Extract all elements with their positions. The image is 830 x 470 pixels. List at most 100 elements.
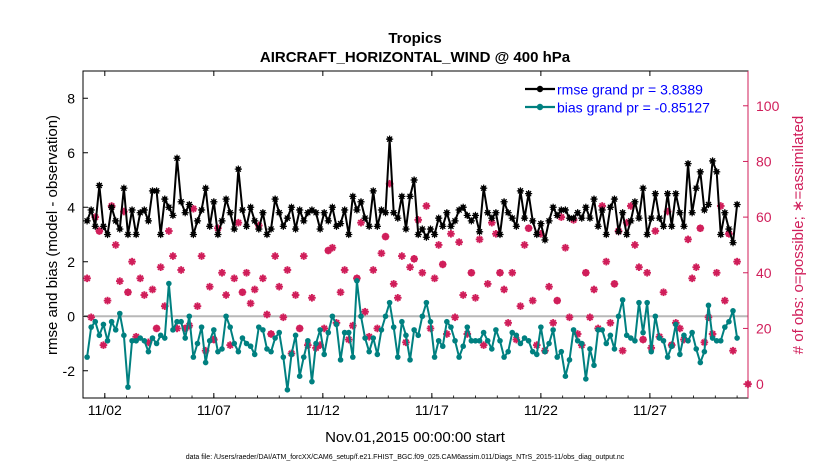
obs-assimilated-point-stroke bbox=[468, 269, 475, 277]
obs-assimilated-point-stroke bbox=[116, 277, 124, 285]
obs-assimilated-point-stroke bbox=[451, 313, 459, 321]
obs-assimilated-point-stroke bbox=[259, 274, 267, 282]
rmse-point bbox=[345, 230, 353, 239]
rmse-point-stroke bbox=[321, 209, 328, 216]
obs-assimilated-point-stroke bbox=[476, 236, 483, 243]
bias-point bbox=[100, 321, 107, 328]
bias-point bbox=[533, 351, 540, 358]
rmse-point bbox=[214, 230, 222, 239]
bias-point bbox=[211, 327, 217, 333]
obs-assimilated-point bbox=[156, 263, 165, 271]
rmse-point-stroke bbox=[472, 212, 479, 219]
rmse-point bbox=[414, 230, 422, 239]
obs-assimilated-point-stroke bbox=[87, 313, 95, 321]
obs-assimilated-point-stroke bbox=[635, 263, 643, 271]
rmse-point bbox=[381, 209, 390, 217]
obs-assimilated-point-stroke bbox=[128, 258, 136, 265]
bias-point bbox=[403, 332, 409, 339]
bias-point bbox=[292, 332, 299, 339]
rmse-point-stroke bbox=[292, 226, 299, 233]
obs-assimilated-point-stroke bbox=[643, 269, 651, 277]
rmse-point bbox=[537, 220, 545, 228]
bias-point bbox=[276, 329, 283, 336]
rmse-point bbox=[95, 181, 103, 190]
bias-point bbox=[664, 354, 671, 360]
bias-point bbox=[583, 376, 589, 382]
rmse-point-stroke bbox=[701, 207, 708, 213]
obs-assimilated-point-stroke bbox=[676, 325, 684, 332]
rmse-point bbox=[639, 184, 647, 192]
obs-assimilated-point bbox=[324, 246, 333, 255]
rmse-point-stroke bbox=[431, 231, 438, 238]
rmse-point-stroke bbox=[349, 193, 356, 200]
bias-point bbox=[505, 348, 511, 355]
bias-point bbox=[116, 310, 123, 317]
rmse-point-stroke bbox=[619, 209, 626, 216]
obs-assimilated-point-stroke bbox=[361, 308, 369, 316]
obs-assimilated-point-stroke bbox=[390, 280, 398, 288]
rmse-point bbox=[422, 233, 430, 241]
rmse-point bbox=[627, 217, 635, 225]
bias-point bbox=[329, 313, 336, 320]
rmse-point-stroke bbox=[460, 204, 467, 211]
obs-assimilated-point-stroke bbox=[153, 325, 160, 332]
obs-assimilated-point-stroke bbox=[341, 266, 349, 274]
bias-point bbox=[157, 332, 164, 339]
rmse-point-stroke bbox=[685, 160, 692, 167]
bias-point bbox=[202, 359, 209, 366]
rmse-point-stroke bbox=[636, 215, 642, 222]
obs-assimilated-point bbox=[197, 252, 206, 260]
obs-assimilated-point bbox=[524, 224, 533, 233]
bias-point bbox=[456, 354, 462, 360]
rmse-point-stroke bbox=[378, 207, 385, 213]
obs-assimilated-point-stroke bbox=[140, 291, 148, 299]
rmse-point-stroke bbox=[582, 204, 589, 211]
rmse-point-stroke bbox=[480, 185, 487, 192]
obs-assimilated-point-stroke bbox=[447, 230, 455, 238]
rmse-point bbox=[504, 209, 512, 217]
obs-assimilated-point bbox=[381, 232, 390, 241]
left-tick-label: 4 bbox=[67, 199, 75, 215]
obs-assimilated-point-stroke bbox=[508, 269, 516, 277]
rmse-point bbox=[390, 209, 398, 217]
obs-assimilated-point bbox=[483, 280, 492, 288]
obs-assimilated-point bbox=[516, 302, 525, 310]
rmse-point bbox=[157, 230, 165, 239]
rmse-point bbox=[242, 222, 251, 230]
bias-point bbox=[129, 337, 135, 344]
obs-assimilated-point bbox=[696, 224, 705, 233]
bias-point bbox=[370, 335, 377, 341]
rmse-point-stroke bbox=[627, 217, 634, 224]
obs-assimilated-point bbox=[99, 341, 108, 349]
bias-point bbox=[366, 348, 372, 355]
bias-point bbox=[701, 348, 708, 355]
bias-point bbox=[726, 318, 732, 325]
rmse-point-stroke bbox=[255, 226, 262, 233]
rmse-point-stroke bbox=[407, 193, 414, 200]
obs-assimilated-point bbox=[418, 268, 427, 277]
rmse-point bbox=[541, 236, 549, 244]
rmse-point-stroke bbox=[329, 204, 336, 211]
rmse-point-stroke bbox=[488, 215, 495, 222]
obs-assimilated-point-stroke bbox=[279, 313, 287, 321]
bias-point bbox=[656, 335, 663, 341]
rmse-point bbox=[128, 206, 136, 214]
bias-point bbox=[619, 297, 626, 303]
rmse-point-stroke bbox=[317, 226, 324, 233]
obs-assimilated-point-stroke bbox=[378, 249, 385, 257]
rmse-point bbox=[606, 203, 614, 211]
obs-assimilated-point-stroke bbox=[488, 219, 496, 227]
rmse-point bbox=[357, 198, 365, 206]
rmse-point bbox=[561, 206, 569, 214]
bias-point bbox=[137, 335, 144, 341]
obs-assimilated-point bbox=[651, 227, 660, 235]
rmse-point-stroke bbox=[88, 207, 95, 213]
obs-assimilated-point-stroke bbox=[329, 244, 336, 252]
rmse-point bbox=[279, 222, 287, 230]
rmse-point-stroke bbox=[713, 168, 720, 175]
rmse-point bbox=[202, 184, 210, 192]
rmse-point bbox=[373, 222, 381, 230]
bias-point bbox=[296, 373, 303, 380]
obs-assimilated-point-stroke bbox=[545, 283, 553, 291]
obs-assimilated-point-stroke bbox=[566, 313, 573, 321]
